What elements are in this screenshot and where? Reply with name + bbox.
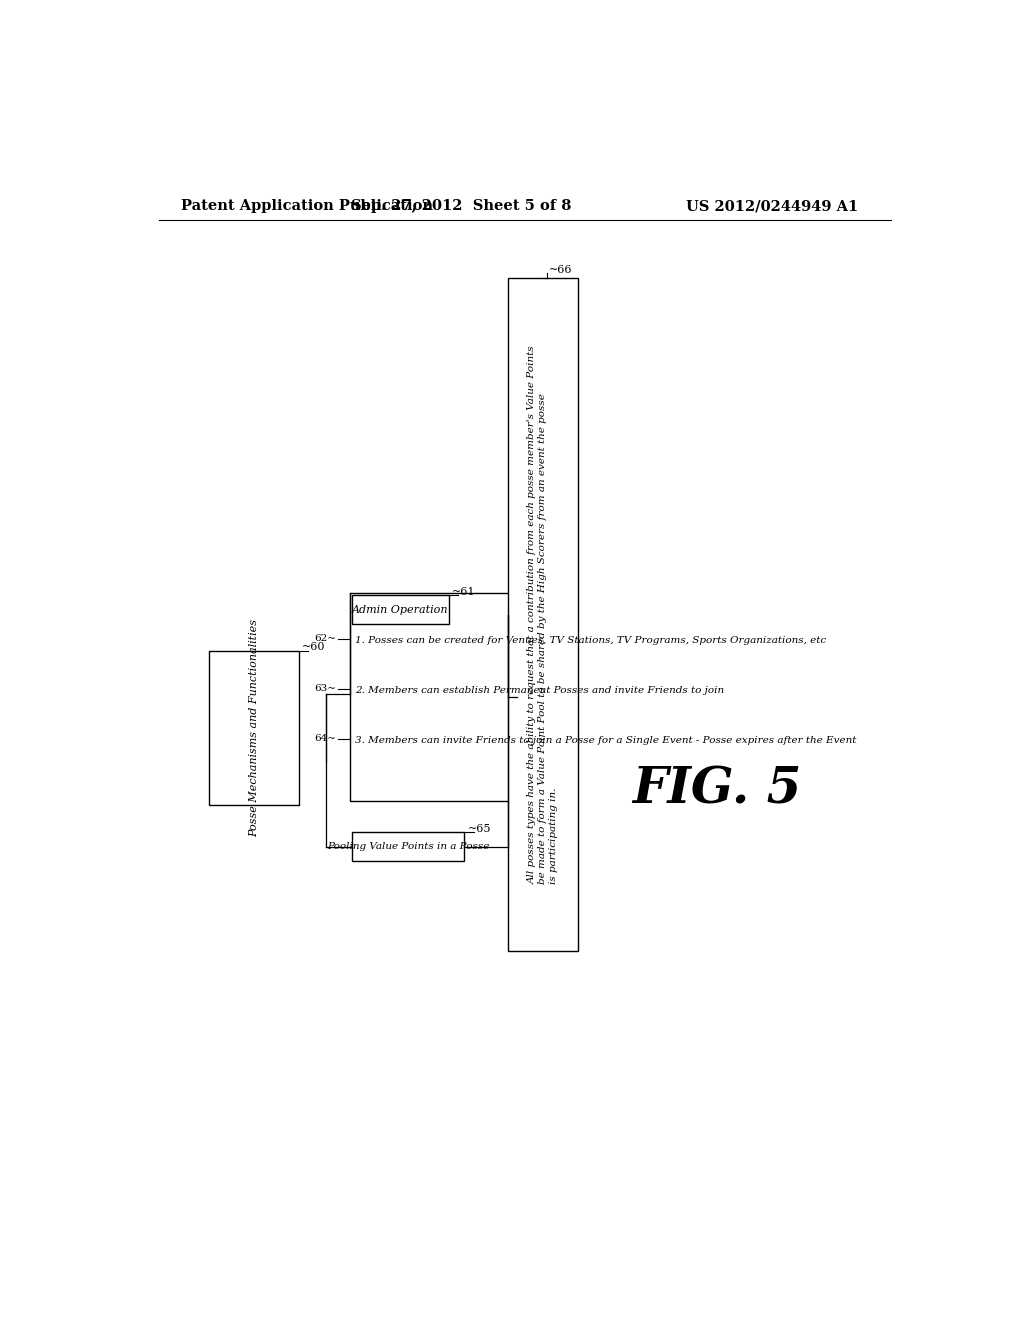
Text: ~66: ~66 bbox=[549, 265, 572, 275]
Bar bbox=[209, 651, 299, 805]
Text: 63~: 63~ bbox=[314, 685, 337, 693]
Text: ~60: ~60 bbox=[302, 642, 325, 652]
Text: ~65: ~65 bbox=[467, 824, 490, 834]
Text: All posses types have the ability to request that a contribution from each posse: All posses types have the ability to req… bbox=[527, 346, 557, 884]
Bar bbox=[352, 595, 449, 624]
Text: Pooling Value Points in a Posse: Pooling Value Points in a Posse bbox=[327, 842, 489, 851]
Bar bbox=[508, 277, 578, 952]
Text: 1. Posses can be created for Venues, TV Stations, TV Programs, Sports Organizati: 1. Posses can be created for Venues, TV … bbox=[355, 636, 826, 644]
Text: Admin Operation: Admin Operation bbox=[352, 605, 449, 615]
Text: Patent Application Publication: Patent Application Publication bbox=[180, 199, 433, 213]
Text: Posse Mechanisms and Functionalities: Posse Mechanisms and Functionalities bbox=[249, 619, 259, 837]
Text: FIG. 5: FIG. 5 bbox=[632, 766, 802, 814]
Bar bbox=[350, 594, 517, 801]
Text: 3. Members can invite Friends to join a Posse for a Single Event - Posse expires: 3. Members can invite Friends to join a … bbox=[355, 737, 856, 744]
Text: US 2012/0244949 A1: US 2012/0244949 A1 bbox=[686, 199, 858, 213]
Bar bbox=[352, 832, 464, 862]
Text: Sep. 27, 2012  Sheet 5 of 8: Sep. 27, 2012 Sheet 5 of 8 bbox=[351, 199, 571, 213]
Text: 2. Members can establish Permanent Posses and invite Friends to join: 2. Members can establish Permanent Posse… bbox=[355, 686, 724, 694]
Text: 64~: 64~ bbox=[314, 734, 337, 743]
Text: ~61: ~61 bbox=[452, 587, 475, 597]
Text: 62~: 62~ bbox=[314, 635, 337, 643]
